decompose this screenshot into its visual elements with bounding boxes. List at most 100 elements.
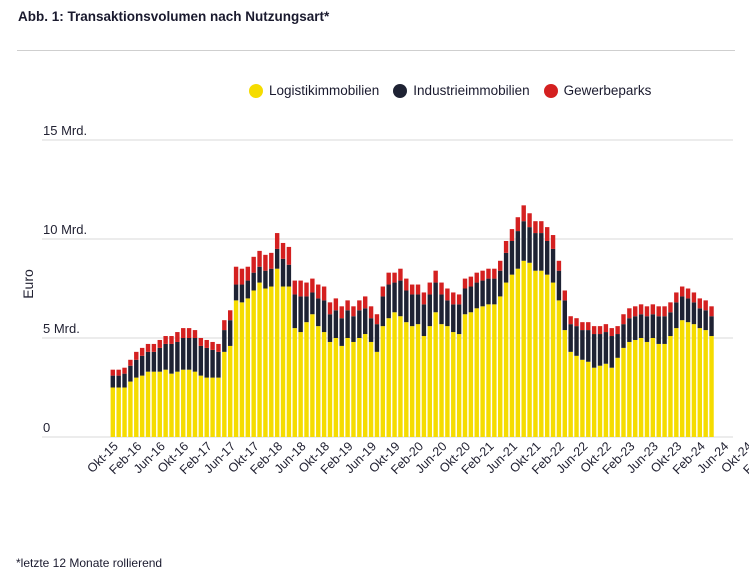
bar-segment-industrie <box>245 280 251 299</box>
legend-swatch-gewerbe <box>543 83 558 98</box>
bar-segment-logistik <box>656 343 661 437</box>
bar-segment-logistik <box>351 341 356 437</box>
bar-segment-logistik <box>128 381 133 437</box>
bar-segment-gewerbe <box>257 250 262 267</box>
bar-segment-logistik <box>321 332 327 437</box>
bar-segment-industrie <box>474 282 479 309</box>
bar-segment-gewerbe <box>339 306 344 319</box>
bar-segment-industrie <box>228 320 233 346</box>
bar-segment-gewerbe <box>186 328 192 338</box>
bar-segment-industrie <box>198 345 204 376</box>
bar-segment-gewerbe <box>269 252 274 269</box>
bar-segment-logistik <box>492 304 497 437</box>
bar-segment-logistik <box>404 322 409 437</box>
bar-segment-industrie <box>568 324 573 352</box>
bar-segment-logistik <box>204 377 209 437</box>
bar-segment-industrie <box>638 314 644 338</box>
bar-segment-gewerbe <box>662 306 667 317</box>
bar-segment-industrie <box>703 310 708 331</box>
bar-segment-gewerbe <box>527 213 532 228</box>
bar-segment-gewerbe <box>280 242 286 259</box>
bar-segment-gewerbe <box>474 272 479 283</box>
bar-segment-gewerbe <box>562 290 567 301</box>
bar-segment-logistik <box>421 336 427 437</box>
bar-segment-gewerbe <box>122 367 127 374</box>
bar-segment-industrie <box>574 326 579 356</box>
bar-segment-gewerbe <box>327 302 333 315</box>
bar-segment-logistik <box>216 377 221 437</box>
bar-segment-industrie <box>398 280 403 317</box>
bar-segment-industrie <box>668 312 673 337</box>
bar-segment-logistik <box>157 371 162 437</box>
bar-segment-logistik <box>515 268 521 437</box>
bar-segment-logistik <box>486 304 491 437</box>
bar-segment-industrie <box>521 221 526 261</box>
bar-segment-industrie <box>351 316 356 342</box>
bar-segment-logistik <box>668 336 673 437</box>
bar-segment-industrie <box>327 314 333 342</box>
bar-segment-industrie <box>339 318 344 346</box>
bar-segment-industrie <box>492 278 497 305</box>
bar-segment-industrie <box>462 288 468 315</box>
bar-segment-gewerbe <box>486 268 491 279</box>
bar-segment-industrie <box>550 248 556 283</box>
bar-segment-logistik <box>703 330 708 437</box>
footnote: *letzte 12 Monate rollierend <box>16 556 163 570</box>
bar-segment-logistik <box>451 332 456 437</box>
bar-segment-industrie <box>468 286 474 313</box>
bar-segment-industrie <box>251 272 256 291</box>
bar-segment-logistik <box>181 369 186 437</box>
bar-segment-gewerbe <box>709 306 714 317</box>
bar-segment-industrie <box>621 324 626 348</box>
bar-segment-logistik <box>304 322 309 437</box>
bar-segment-logistik <box>462 314 468 437</box>
bar-segment-gewerbe <box>480 270 485 281</box>
bar-segment-logistik <box>151 371 157 437</box>
bar-segment-gewerbe <box>533 221 538 234</box>
bar-segment-gewerbe <box>345 300 350 311</box>
bar-segment-logistik <box>169 373 174 437</box>
bar-segment-gewerbe <box>609 328 614 337</box>
bar-segment-industrie <box>498 270 503 297</box>
bar-segment-logistik <box>633 339 638 437</box>
bar-segment-gewerbe <box>644 306 650 317</box>
bar-segment-industrie <box>515 231 521 269</box>
bar-segment-gewerbe <box>169 336 174 344</box>
bar-segment-gewerbe <box>116 369 121 376</box>
bar-segment-logistik <box>263 288 268 437</box>
bar-segment-logistik <box>233 300 239 437</box>
bar-segment-gewerbe <box>615 326 620 335</box>
bar-segment-logistik <box>445 326 450 437</box>
bar-segment-logistik <box>521 260 526 437</box>
bar-segment-logistik <box>110 387 115 437</box>
bar-segment-industrie <box>409 294 415 327</box>
bar-segment-gewerbe <box>627 308 632 319</box>
bar-segment-gewerbe <box>697 298 702 309</box>
bar-segment-gewerbe <box>574 318 579 327</box>
bar-segment-industrie <box>233 284 239 301</box>
bar-segment-logistik <box>456 334 462 437</box>
bar-segment-logistik <box>374 351 380 437</box>
title-divider <box>17 50 735 51</box>
bar-segment-industrie <box>263 270 268 289</box>
bar-segment-industrie <box>539 233 544 271</box>
bar-segment-logistik <box>621 347 626 437</box>
bar-segment-logistik <box>368 341 374 437</box>
bar-segment-industrie <box>333 310 339 338</box>
bar-segment-logistik <box>650 338 656 437</box>
bar-segment-gewerbe <box>298 280 303 297</box>
bar-segment-industrie <box>239 284 245 303</box>
bar-segment-gewerbe <box>633 306 638 317</box>
bar-segment-gewerbe <box>586 322 591 331</box>
bar-segment-logistik <box>527 262 532 437</box>
legend: Logistikimmobilien Industrieimmobilien G… <box>249 83 651 98</box>
bar-segment-gewerbe <box>192 330 198 338</box>
bar-segment-logistik <box>474 308 479 437</box>
bar-segment-gewerbe <box>310 278 315 293</box>
bar-segment-logistik <box>292 328 297 437</box>
bar-segment-gewerbe <box>198 338 204 346</box>
bar-segment-industrie <box>151 351 157 372</box>
bar-segment-gewerbe <box>468 276 474 287</box>
bar-segment-industrie <box>503 252 509 283</box>
